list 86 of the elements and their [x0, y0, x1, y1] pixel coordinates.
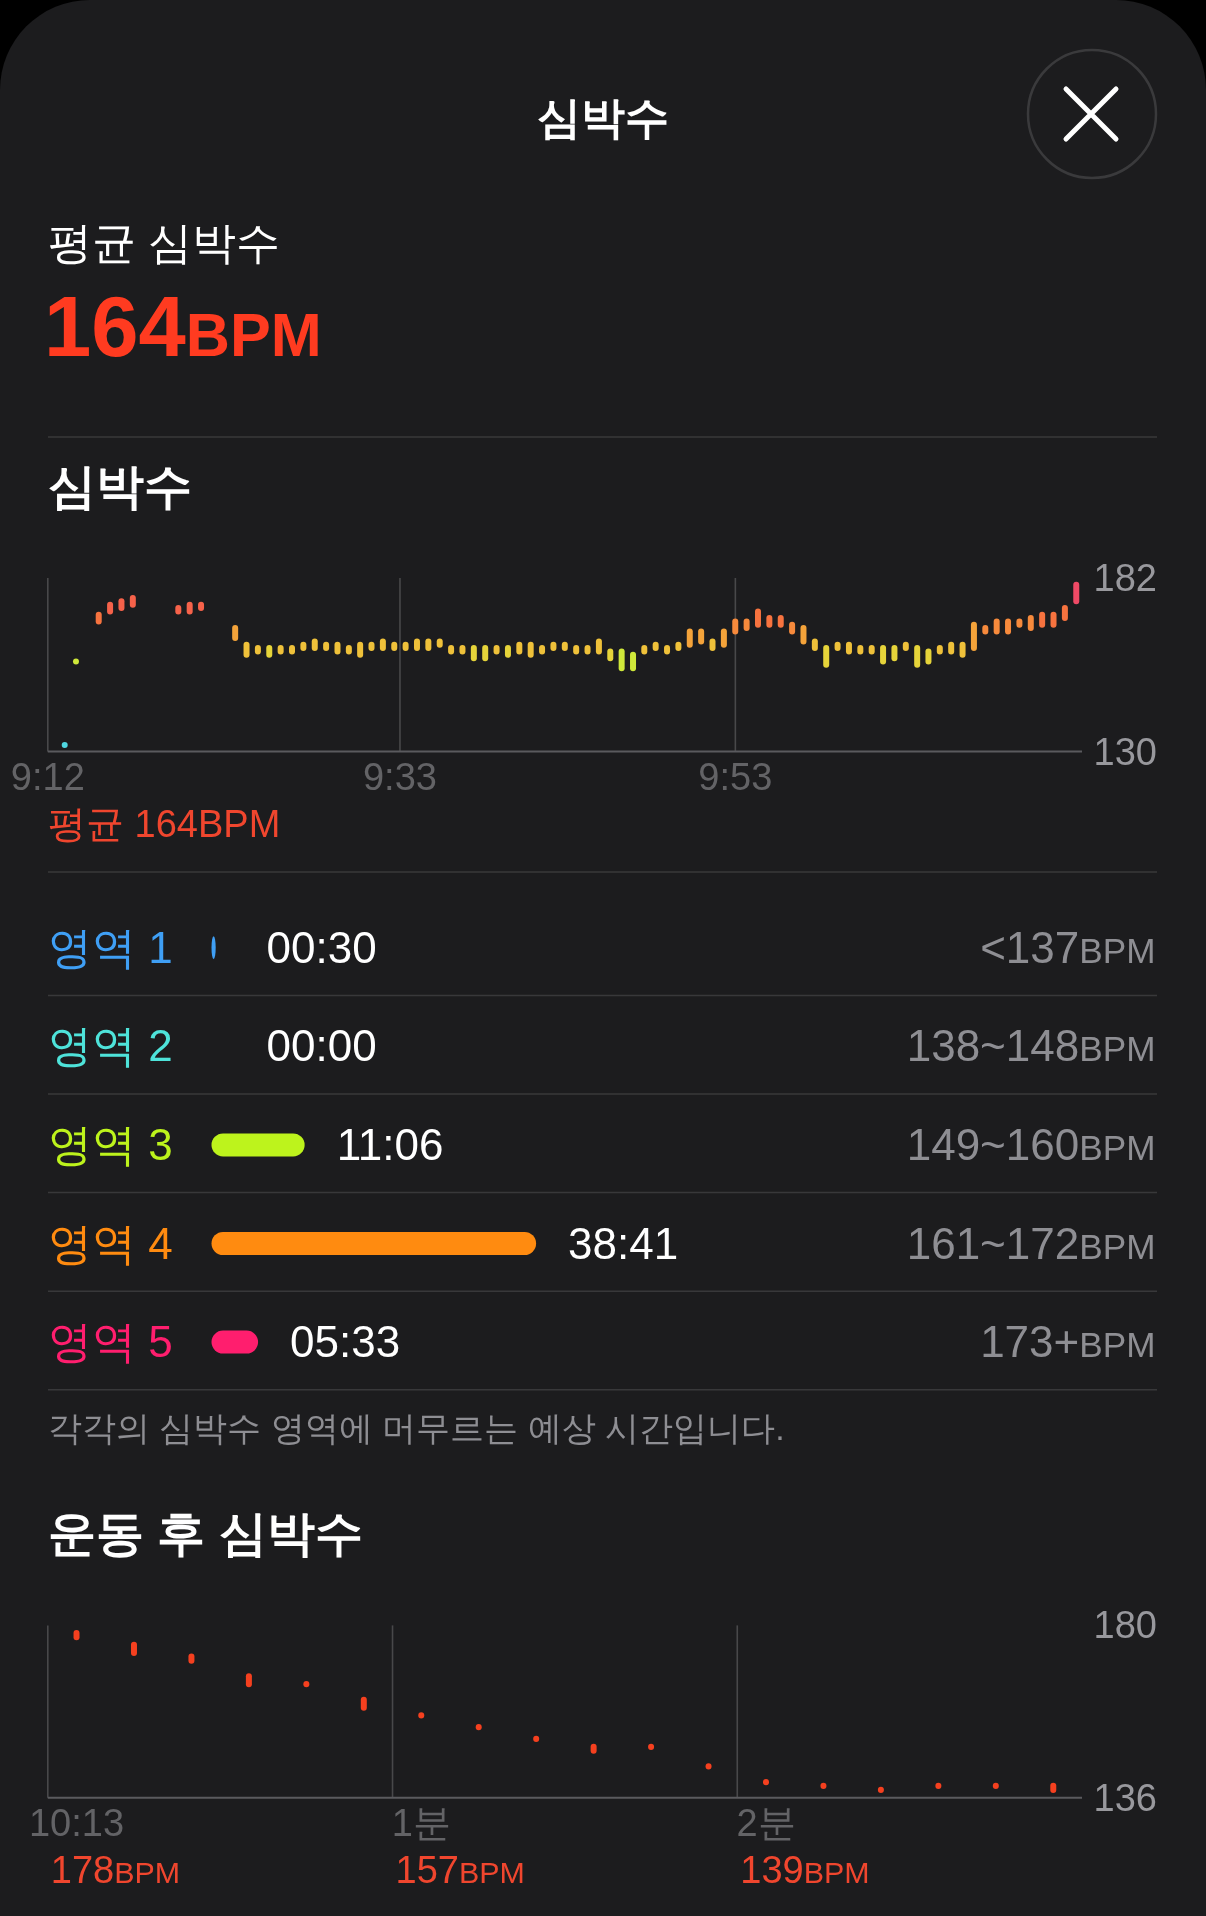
chart-title: 심박수: [48, 460, 192, 513]
bar: [686, 628, 693, 648]
bar: [1039, 611, 1046, 628]
bar: [1061, 605, 1068, 622]
bar: [413, 638, 420, 652]
bar: [925, 648, 932, 665]
bar: [516, 641, 523, 655]
y-tick-label: 영역 5: [48, 1317, 173, 1367]
bar: [766, 615, 773, 628]
x-tick-label: 2분: [736, 1801, 796, 1844]
y-tick-label: 182: [1093, 557, 1157, 599]
bar: [630, 651, 637, 672]
bar: [891, 645, 898, 662]
text: 178BPM: [50, 1849, 181, 1892]
bar: [470, 645, 477, 662]
data-label: 00:30: [266, 922, 377, 972]
bar: [379, 638, 386, 652]
bar: [357, 641, 364, 658]
bar: [595, 638, 602, 655]
text: <137BPM: [980, 922, 1156, 972]
data-label: 05:33: [290, 1317, 401, 1367]
bar: [755, 608, 761, 628]
bar: [130, 1641, 137, 1656]
text: 157BPM: [395, 1849, 525, 1892]
bar: [993, 618, 1000, 635]
bar: [425, 638, 432, 652]
y-tick-label: 136: [1093, 1776, 1157, 1819]
bar: [266, 645, 273, 658]
bar: [959, 641, 966, 658]
bar: [1073, 581, 1080, 605]
bar: [618, 648, 625, 672]
bar: [129, 595, 136, 608]
bar: [607, 648, 614, 662]
bar: [698, 628, 705, 645]
bar: [243, 641, 250, 658]
bar: [823, 645, 830, 668]
x-tick-label: 10:13: [28, 1801, 125, 1844]
data-label: 11:06: [336, 1119, 444, 1169]
bar: [880, 645, 887, 665]
bar: [504, 645, 511, 658]
x-tick-label: 9:53: [698, 755, 773, 798]
text: 평균 심박수: [48, 218, 281, 267]
bar: [1050, 1782, 1057, 1793]
bar: [186, 601, 193, 615]
bar: [232, 625, 239, 642]
x-tick-label: 9:33: [363, 755, 437, 798]
bar: [482, 645, 489, 662]
text: 평균 164BPM: [48, 803, 281, 846]
bar: [211, 1232, 537, 1255]
bar: [948, 641, 955, 655]
y-tick-label: 130: [1093, 730, 1157, 773]
text: 138~148BPM: [906, 1021, 1156, 1071]
bar: [527, 641, 534, 658]
text: 149~160BPM: [906, 1119, 1156, 1169]
text: 각각의 심박수 영역에 머무르는 예상 시간입니다.: [48, 1409, 785, 1448]
data-label: 00:00: [266, 1021, 377, 1071]
text: 139BPM: [740, 1849, 870, 1892]
bar: [345, 645, 352, 655]
bar: [970, 621, 977, 652]
bar: [360, 1696, 367, 1711]
bar: [1005, 618, 1012, 635]
bar: [800, 625, 807, 645]
bar: [95, 611, 102, 625]
bar: [211, 1133, 305, 1157]
text: 173+BPM: [980, 1317, 1156, 1367]
bar: [1027, 615, 1034, 632]
y-tick-label: 영역 4: [48, 1218, 173, 1268]
bar: [777, 615, 784, 628]
y-tick-label: 180: [1093, 1604, 1157, 1647]
y-tick-label: 영역 1: [48, 922, 173, 972]
text: 161~172BPM: [906, 1218, 1156, 1268]
text: 164BPM: [44, 279, 322, 374]
y-tick-label: 영역 3: [48, 1119, 173, 1169]
bar: [245, 1673, 252, 1688]
data-label: 38:41: [568, 1218, 679, 1268]
bar: [811, 638, 818, 652]
bar: [732, 618, 739, 635]
bar: [914, 645, 921, 668]
y-tick-label: 영역 2: [48, 1021, 173, 1071]
chart-title: 운동 후 심박수: [48, 1507, 363, 1560]
bar: [720, 628, 727, 648]
x-tick-label: 1분: [391, 1801, 451, 1844]
bar: [311, 638, 318, 652]
text: 심박수: [537, 93, 669, 142]
bar: [1050, 611, 1057, 628]
x-tick-label: 9:12: [10, 755, 85, 798]
